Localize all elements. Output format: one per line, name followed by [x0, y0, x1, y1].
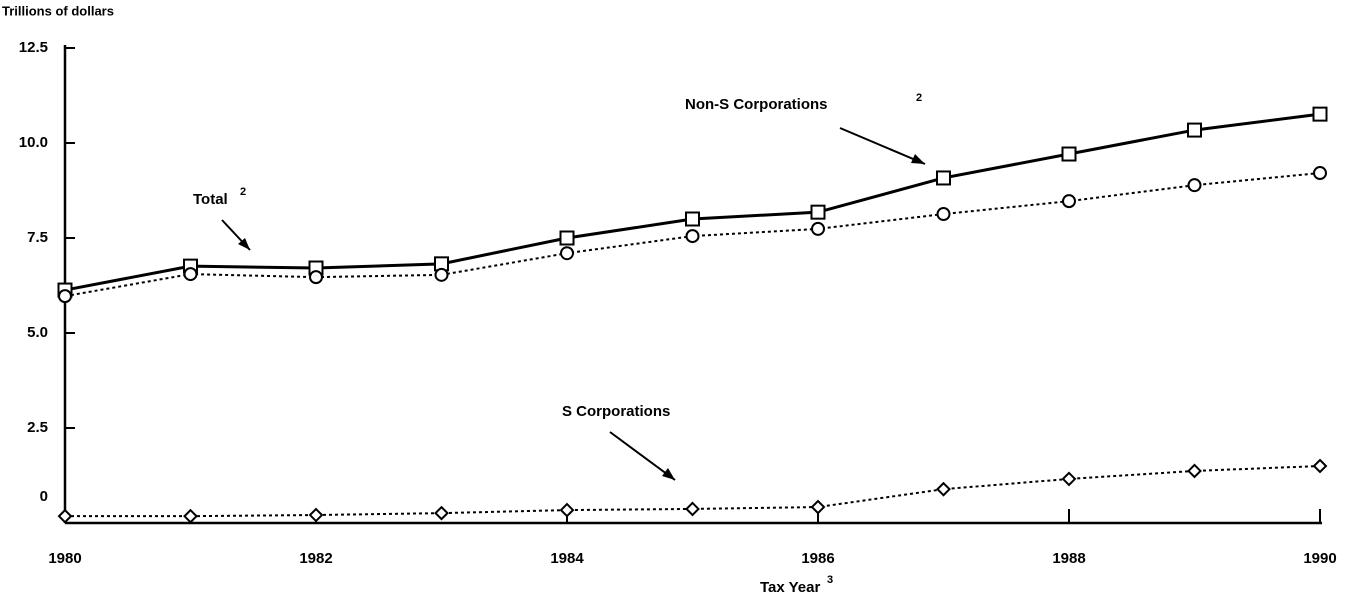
- point: [1312, 106, 1328, 122]
- point: [1187, 122, 1202, 138]
- annotation-note: 2: [916, 92, 922, 104]
- y-tick-label: 2.5: [27, 419, 48, 436]
- point: [560, 246, 574, 261]
- point: [685, 501, 700, 517]
- point: [936, 207, 951, 222]
- series-line: [64, 112, 1321, 292]
- point: [936, 481, 951, 497]
- point: [810, 204, 826, 220]
- point: [685, 211, 700, 227]
- x-tick-label: 1986: [801, 550, 834, 567]
- point: [183, 267, 198, 282]
- x-tick-label: 1984: [550, 550, 584, 567]
- y-tick-label: 5.0: [27, 324, 48, 341]
- point: [1313, 166, 1327, 181]
- annotation: Total: [193, 191, 228, 208]
- annotation-note: 2: [240, 186, 246, 198]
- arrow: [609, 431, 676, 481]
- point: [685, 229, 700, 244]
- point: [183, 508, 198, 524]
- x-tick-label: 1980: [48, 550, 81, 567]
- point: [58, 289, 72, 304]
- point: [308, 507, 324, 523]
- arrowhead: [238, 238, 250, 250]
- point: [1061, 471, 1077, 487]
- y-axis-label: Trillions of dollars: [2, 3, 114, 18]
- point: [309, 270, 323, 285]
- point: [434, 267, 449, 282]
- point: [811, 221, 825, 236]
- y-tick-label: 7.5: [27, 229, 48, 246]
- y-tick-label: 0: [40, 488, 48, 505]
- x-tick-label: 1988: [1052, 550, 1085, 567]
- x-axis-note: 3: [827, 574, 833, 586]
- point: [559, 230, 575, 246]
- point: [936, 170, 951, 186]
- x-tick-label: 1990: [1303, 550, 1336, 567]
- annotation: S Corporations: [562, 403, 670, 420]
- x-tick-label: 1982: [299, 550, 332, 567]
- point: [810, 499, 826, 515]
- annotation: Non-S Corporations: [685, 96, 828, 113]
- point: [434, 505, 449, 521]
- point: [1187, 463, 1202, 479]
- y-tick-label: 12.5: [19, 39, 48, 56]
- arrowhead: [911, 154, 925, 164]
- point: [57, 508, 73, 524]
- x-axis-label: Tax Year: [760, 579, 820, 596]
- point: [1061, 146, 1077, 162]
- point: [559, 502, 575, 518]
- point: [1062, 194, 1076, 209]
- y-tick-label: 10.0: [19, 134, 48, 151]
- arrowhead: [662, 468, 675, 480]
- point: [1187, 178, 1202, 193]
- arrow: [839, 127, 926, 165]
- point: [1312, 458, 1328, 474]
